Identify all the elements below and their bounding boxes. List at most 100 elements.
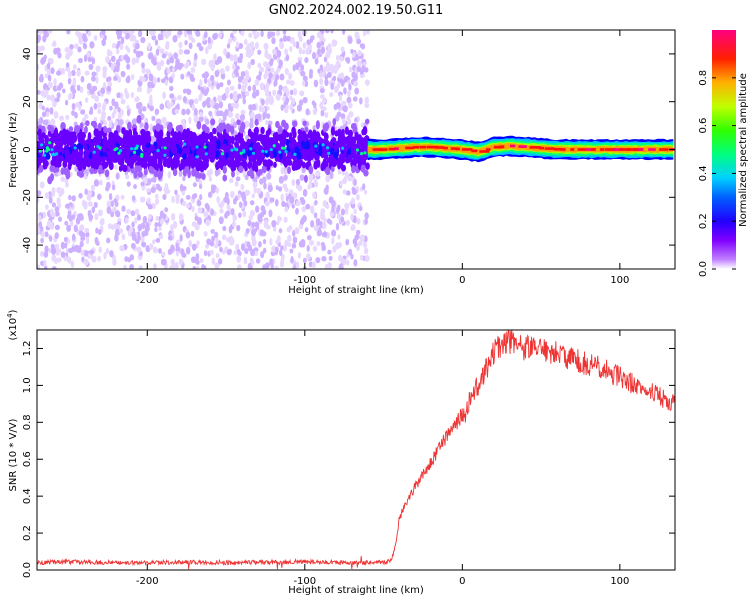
spectrogram-noise-speckle [107,50,113,56]
spectrogram-noise-speckle [85,120,90,127]
spectrogram-noise-speckle [159,218,164,225]
spectrogram-signal-peak [485,148,491,151]
spectrogram-noise-speckle [248,32,253,38]
spectrogram-noise-speckle [346,90,351,97]
spectrogram-noise-speckle [148,213,152,220]
spectrogram-noise-speckle [257,113,262,121]
spectrogram-noise-speckle [289,45,293,53]
spectrogram-noise-speckle [117,112,122,120]
spectrogram-noise-speckle [207,191,213,198]
spectrogram-noise-speckle [164,79,168,86]
spectrogram-noise-speckle [67,70,72,78]
spectrogram-noise-speckle [196,120,202,130]
spectrogram-noise-speckle [103,100,107,108]
spectrogram-noise-speckle [140,235,145,243]
spectrogram-noise-speckle [146,69,152,76]
spectrogram-noise-speckle [251,234,256,242]
spectrogram-signal-peak [493,145,504,149]
spectrogram-noise-speckle [53,78,57,86]
spectrogram-noise-speckle [233,250,237,256]
spectrogram-noise-speckle [255,223,260,231]
spectrogram-noise-speckle [63,167,68,176]
spectrogram-noise-speckle [81,117,87,124]
spectrogram-noise-speckle [364,247,369,255]
spectrogram-noise-speckle [37,190,42,196]
spectrogram-noise-speckle [190,67,196,73]
spectrogram-noise-speckle [331,199,336,208]
spectrogram-noise-speckle [315,257,321,264]
spectrogram-noise-speckle [312,107,317,116]
spectrogram-noise-speckle [236,255,242,263]
spectrogram-noise-speckle [172,35,178,43]
spectrogram-noise-speckle [337,234,341,240]
spectrogram-noise-speckle [275,74,280,81]
spectrogram-noise-speckle [138,50,144,57]
spectrogram-noise-speckle [292,140,297,147]
spectrogram-noise-speckle [38,75,44,83]
spectrogram-noise-speckle [187,71,191,77]
snr-ytick-label: 0.4 [22,488,33,504]
spectrogram-noise-speckle [361,64,366,73]
spectrogram-noise-speckle [329,66,335,74]
spectrogram-noise-speckle [156,64,162,71]
spectrogram-noise-speckle [354,87,359,95]
spectrogram-noise-speckle [359,254,364,261]
spectrogram-noise-speckle [109,153,114,161]
spectrogram-noise-speckle [65,62,70,68]
spectrogram-noise-speckle [115,59,120,67]
spectrogram-noise-speckle [178,48,184,55]
spectrogram-noise-speckle [93,35,98,41]
spectrogram-noise-speckle [330,165,335,173]
spectrogram-noise-speckle [91,57,96,65]
spectrogram-noise-speckle [99,150,105,158]
spectrogram-noise-speckle [341,170,346,176]
spectrogram-noise-speckle [69,44,74,50]
spectrogram-noise-speckle [260,126,265,135]
spectrogram-noise-speckle [40,45,45,52]
spectrogram-noise-speckle [360,164,366,173]
spectrogram-noise-speckle [289,196,295,204]
spectrogram-noise-speckle [260,30,264,38]
spectrogram-noise-speckle [211,257,216,265]
spectrogram-noise-speckle [105,56,110,64]
spectrogram-noise-speckle [52,100,57,108]
spectrogram-noise-speckle [160,48,164,54]
spectrogram-noise-speckle [280,256,285,264]
spectrogram-noise-speckle [56,197,61,205]
spectrogram-noise-speckle [329,92,334,97]
spectrogram-noise-speckle [58,82,64,89]
spectrogram-noise-speckle [91,255,97,263]
spectrogram-noise-speckle [336,111,342,118]
spectrogram-noise-speckle [214,262,220,269]
spectrogram-noise-speckle [98,164,103,173]
spectrogram-noise-speckle [211,235,216,242]
spectrogram-noise-speckle [141,67,146,74]
spectrogram-noise-speckle [265,129,270,139]
spectrogram-noise-speckle [207,36,212,45]
spectrogram-noise-speckle [115,48,120,54]
spectrogram-noise-speckle [130,210,136,217]
spectrogram-noise-speckle [238,42,244,50]
spectrogram-noise-speckle [154,227,158,233]
spectrogram-noise-speckle [250,259,255,266]
spectrogram-noise-speckle [100,218,105,224]
spectrogram-noise-speckle [317,48,321,56]
spectrogram-noise-speckle [248,48,255,57]
spectrogram-noise-speckle [37,196,40,203]
spectrogram-noise-speckle [95,239,99,246]
spectrogram-noise-speckle [311,261,316,269]
spectrogram-noise-speckle [180,158,185,166]
spectrogram-noise-speckle [228,177,234,184]
spectrogram-noise-speckle [239,151,243,155]
spectrogram-noise-speckle [235,41,240,49]
spectrogram-noise-speckle [251,30,257,36]
spectrogram-noise-speckle [335,102,341,109]
spectrogram-noise-speckle [87,201,93,207]
spectrogram-noise-speckle [54,257,58,265]
spectrogram-noise-speckle [341,178,347,185]
spectrogram-noise-speckle [244,189,250,197]
spectrogram-signal-peak [591,148,596,151]
spectrogram-noise-speckle [333,151,339,159]
spectrogram-noise-speckle [163,146,167,150]
